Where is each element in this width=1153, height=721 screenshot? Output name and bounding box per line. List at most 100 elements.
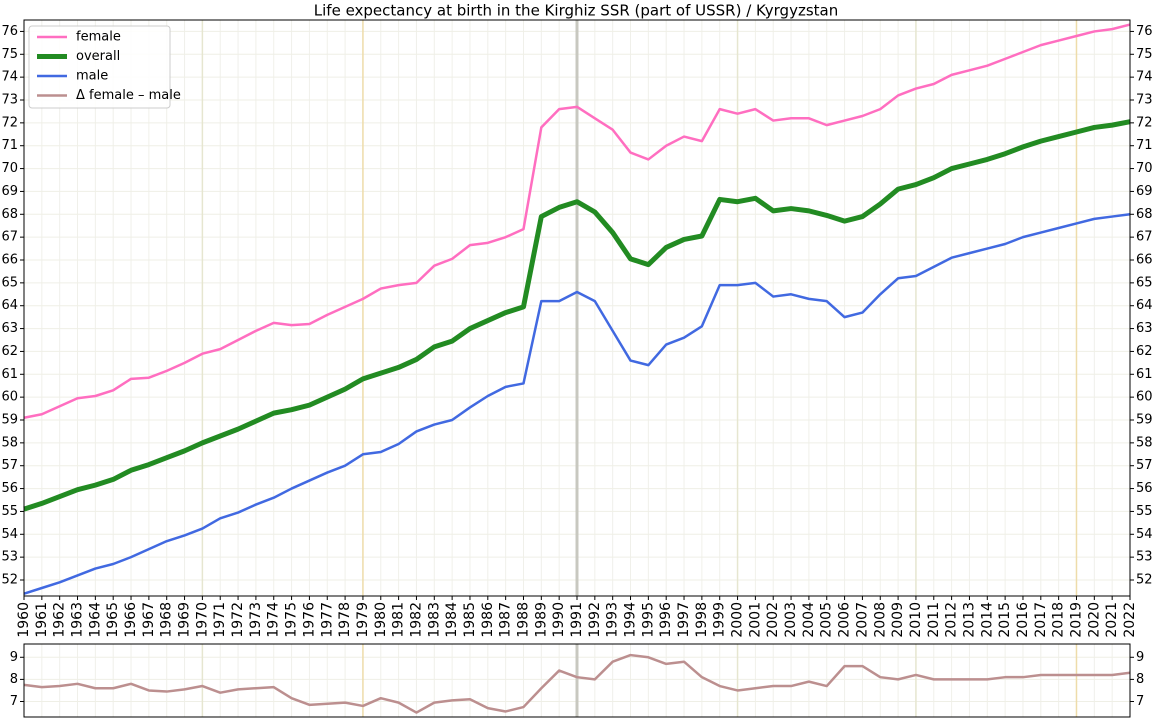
y-tick-label: 63 <box>1136 321 1153 336</box>
x-tick-label: 2012 <box>944 602 960 638</box>
plot-frame <box>23 643 1131 718</box>
x-tick-label: 1996 <box>658 602 674 638</box>
x-tick-label: 1986 <box>480 602 496 638</box>
x-tick-label: 2018 <box>1051 602 1067 638</box>
x-tick-label: 2004 <box>801 602 817 638</box>
x-tick-label: 1983 <box>426 602 442 638</box>
x-tick-label: 2014 <box>979 602 995 638</box>
x-tick-label: 1968 <box>159 602 175 638</box>
x-tick-label: 1995 <box>640 602 656 638</box>
x-tick-label: 2001 <box>747 602 763 638</box>
x-tick-label: 1962 <box>52 602 68 638</box>
y-tick-label: 61 <box>1 367 18 382</box>
x-tick-label: 2013 <box>961 602 977 638</box>
y-tick-label: 62 <box>1 344 18 359</box>
y-tick-label: 8 <box>10 672 18 687</box>
x-tick-label: 1992 <box>587 602 603 638</box>
y-tick-label: 73 <box>1136 93 1153 108</box>
y-tick-label: 57 <box>1136 458 1153 473</box>
y-tick-label: 60 <box>1136 390 1153 405</box>
x-tick-label: 1994 <box>623 602 639 638</box>
x-tick-label: 1981 <box>391 602 407 638</box>
x-tick-label: 2008 <box>872 602 888 638</box>
x-tick-label: 2017 <box>1033 602 1049 638</box>
y-tick-label: 63 <box>1 321 18 336</box>
x-tick-label: 1988 <box>515 602 531 638</box>
x-tick-label: 1964 <box>87 602 103 638</box>
y-tick-label: 67 <box>1 230 18 245</box>
series-line <box>23 119 1131 512</box>
y-tick-label: 62 <box>1136 344 1153 359</box>
x-tick-label: 1966 <box>123 602 139 638</box>
x-tick-label: 2021 <box>1104 602 1120 638</box>
y-tick-label: 66 <box>1 253 18 268</box>
x-tick-label: 1963 <box>70 602 86 638</box>
x-tick-label: 2007 <box>854 602 870 638</box>
y-tick-label: 58 <box>1136 435 1153 450</box>
x-tick-label: 1998 <box>694 602 710 638</box>
x-tick-label: 2016 <box>1015 602 1031 638</box>
x-tick-label: 1987 <box>498 602 514 638</box>
x-tick-label: 2009 <box>890 602 906 638</box>
y-tick-label: 59 <box>1136 413 1153 428</box>
x-tick-label: 1973 <box>248 602 264 638</box>
series-line <box>23 653 1131 714</box>
x-tick-label: 1972 <box>230 602 246 638</box>
x-tick-label: 2002 <box>765 602 781 638</box>
x-tick-label: 1975 <box>284 602 300 638</box>
y-tick-label: 68 <box>1136 207 1153 222</box>
x-tick-label: 1970 <box>194 602 210 638</box>
y-tick-label: 9 <box>1136 650 1144 665</box>
y-tick-label: 58 <box>1 435 18 450</box>
y-tick-label: 55 <box>1 504 18 519</box>
y-tick-label: 75 <box>1 47 18 62</box>
y-tick-label: 66 <box>1136 253 1153 268</box>
x-tick-label: 1978 <box>337 602 353 638</box>
legend-label: Δ female – male <box>76 88 181 103</box>
x-tick-label: 1977 <box>319 602 335 638</box>
y-tick-label: 53 <box>1136 550 1153 565</box>
x-tick-label: 1991 <box>569 602 585 638</box>
legend-box <box>28 25 171 109</box>
y-tick-label: 7 <box>1136 694 1144 709</box>
legend-label: male <box>76 69 108 84</box>
x-tick-label: 2019 <box>1068 602 1084 638</box>
y-tick-label: 72 <box>1 115 18 130</box>
x-tick-label: 1960 <box>16 602 32 638</box>
y-tick-label: 55 <box>1136 504 1153 519</box>
x-tick-label: 2020 <box>1086 602 1102 638</box>
x-tick-label: 1976 <box>301 602 317 638</box>
y-tick-label: 76 <box>1 24 18 39</box>
y-tick-label: 64 <box>1136 298 1153 313</box>
x-tick-label: 1993 <box>605 602 621 638</box>
x-tick-label: 1990 <box>551 602 567 638</box>
y-tick-label: 54 <box>1136 527 1153 542</box>
x-tick-label: 1969 <box>177 602 193 638</box>
y-tick-label: 72 <box>1136 115 1153 130</box>
y-tick-label: 65 <box>1 275 18 290</box>
x-tick-label: 1997 <box>676 602 692 638</box>
y-tick-label: 74 <box>1136 70 1153 85</box>
plot-frame <box>23 19 1131 597</box>
x-tick-label: 2006 <box>837 602 853 638</box>
y-tick-label: 67 <box>1136 230 1153 245</box>
x-tick-label: 1989 <box>533 602 549 638</box>
y-tick-label: 76 <box>1136 24 1153 39</box>
x-tick-label: 2005 <box>819 602 835 638</box>
x-tick-label: 1999 <box>712 602 728 638</box>
series-line <box>23 213 1131 595</box>
y-tick-label: 69 <box>1136 184 1153 199</box>
x-tick-label: 1974 <box>266 602 282 638</box>
y-tick-label: 8 <box>1136 672 1144 687</box>
x-tick-label: 2022 <box>1122 602 1138 638</box>
y-tick-label: 7 <box>10 694 18 709</box>
y-tick-label: 57 <box>1 458 18 473</box>
y-tick-label: 68 <box>1 207 18 222</box>
y-tick-label: 64 <box>1 298 18 313</box>
y-tick-label: 70 <box>1 161 18 176</box>
y-tick-label: 71 <box>1136 138 1153 153</box>
x-tick-label: 1961 <box>34 602 50 638</box>
legend-label: overall <box>76 49 120 64</box>
